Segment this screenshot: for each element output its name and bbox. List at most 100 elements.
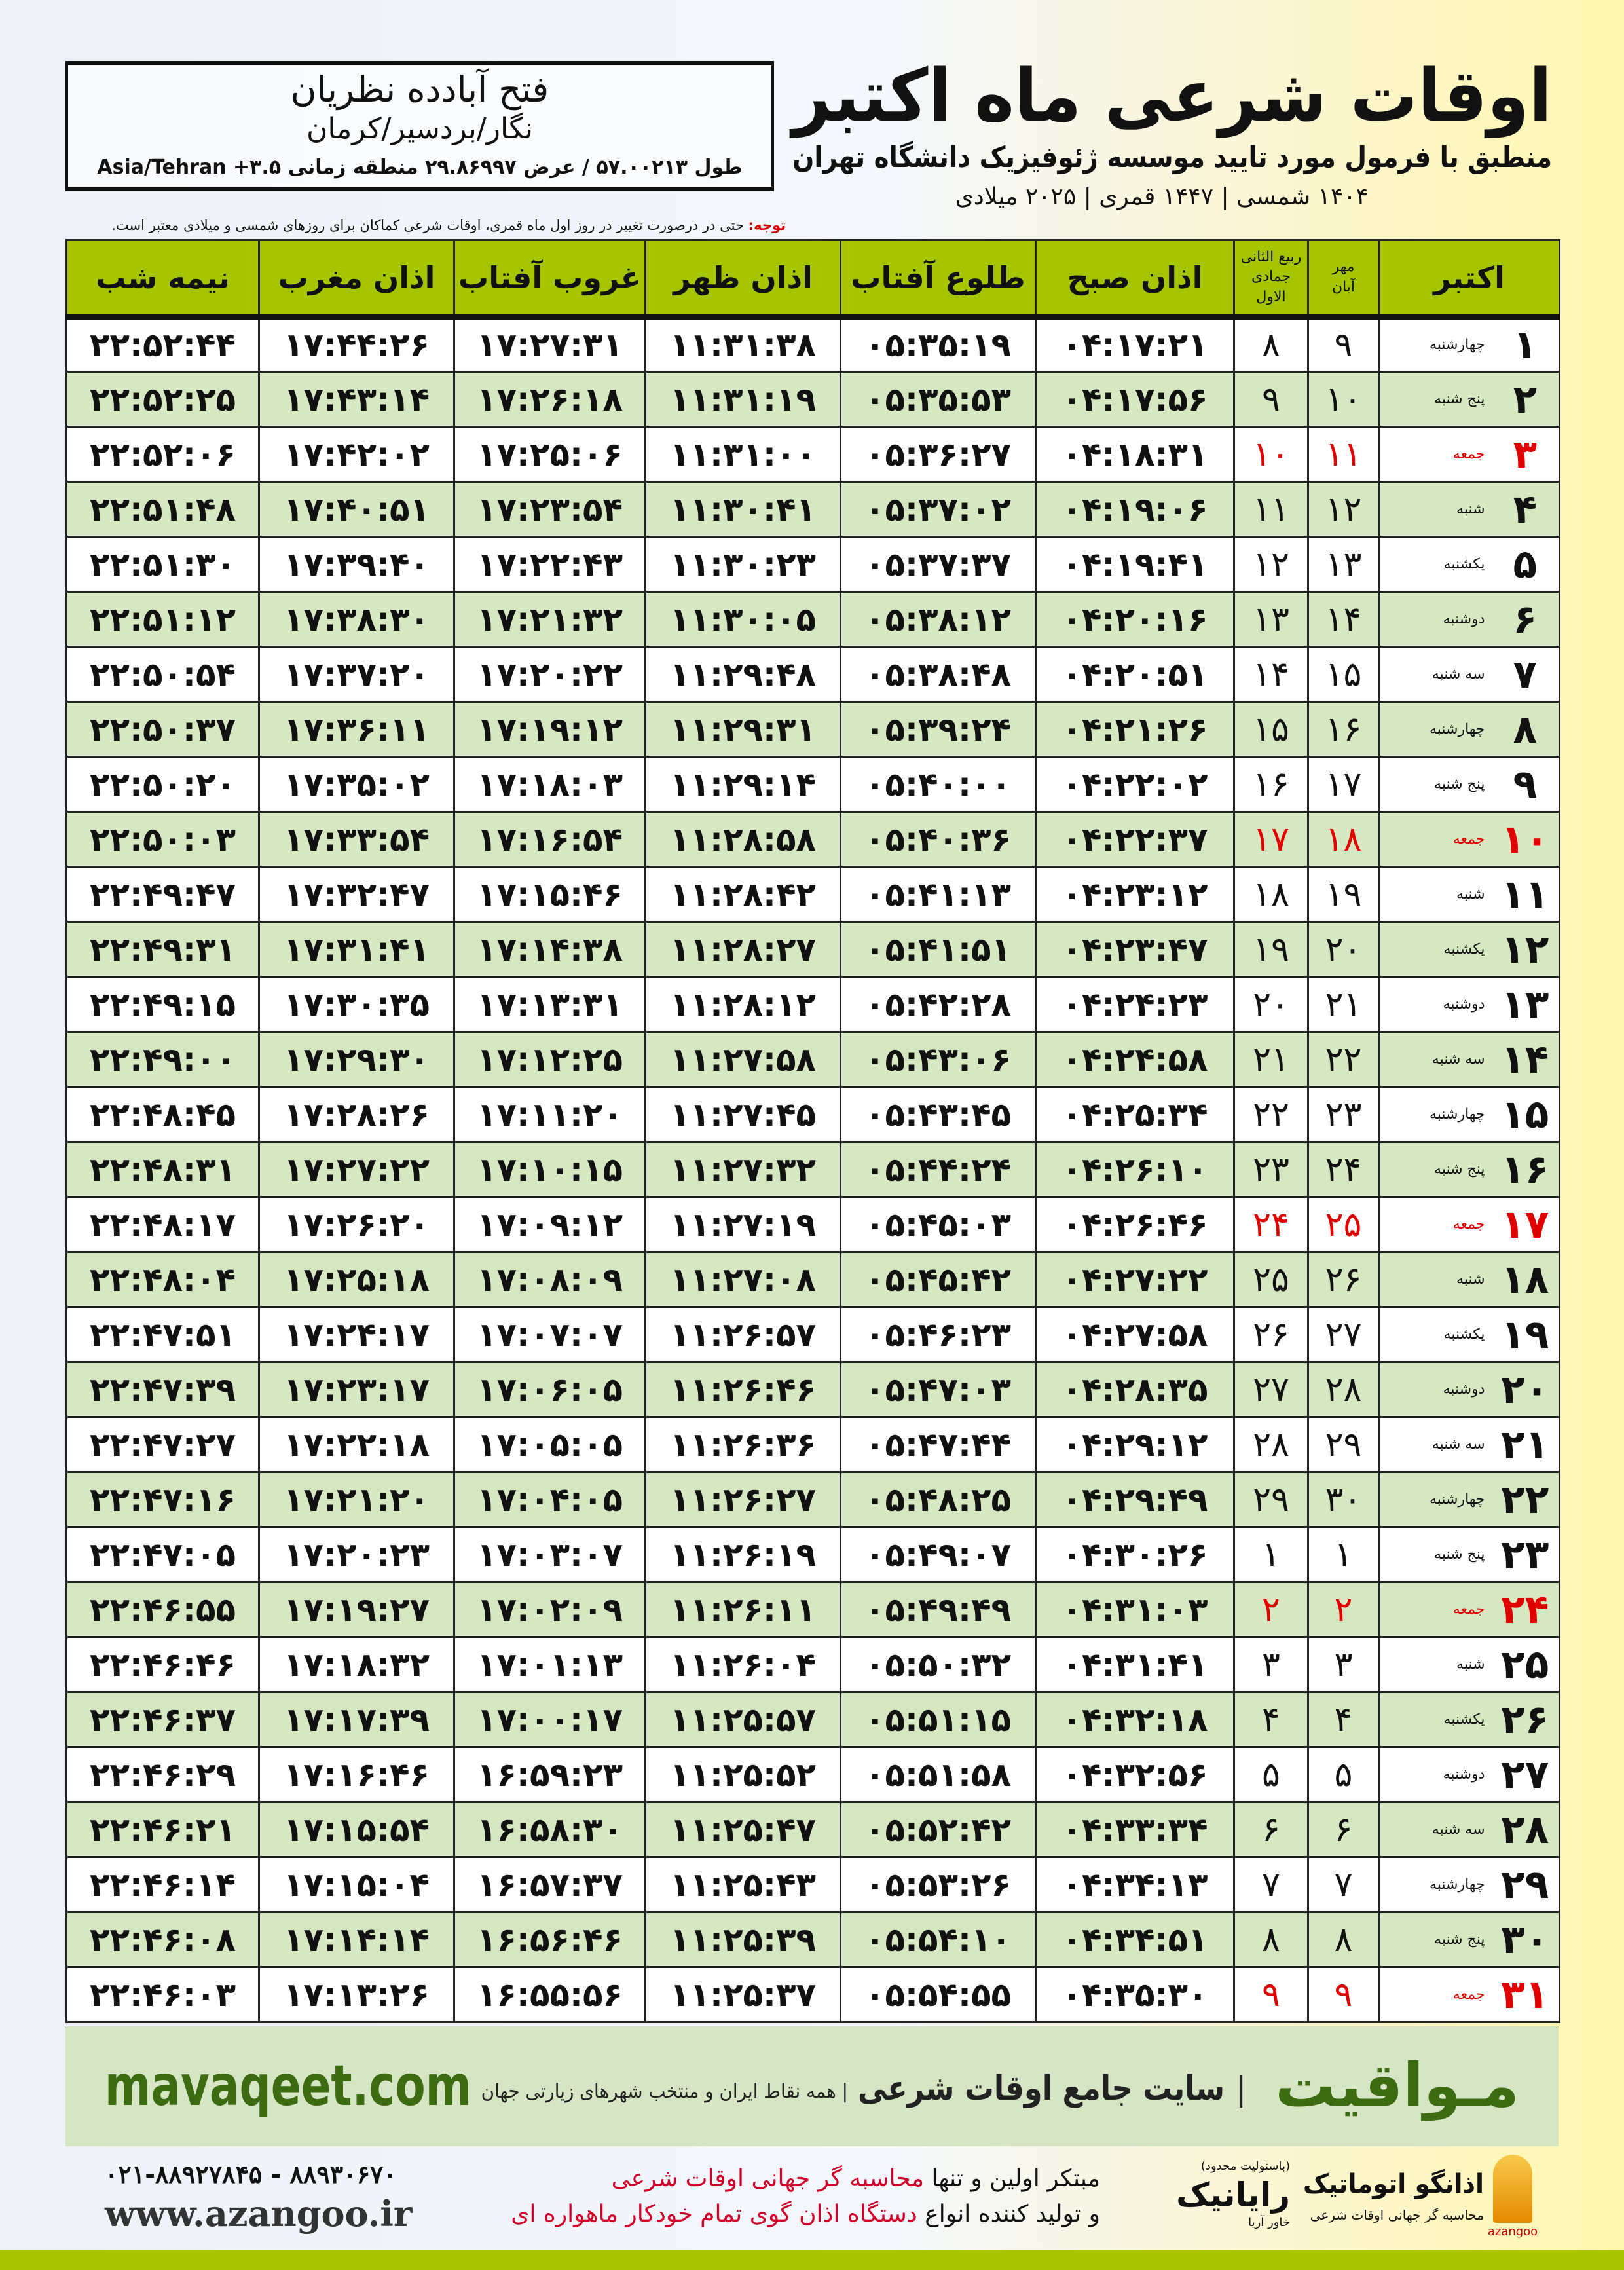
cell-weekday: چهارشنبه [1377,1856,1492,1913]
cell-persian: ۹ [1307,1966,1380,2023]
cell-maghrib: ۱۷:۳۳:۵۴ [258,811,455,868]
cell-dhuhr: ۱۱:۲۸:۲۷ [644,921,841,978]
cell-weekday: دوشنبه [1377,591,1492,648]
cell-maghrib: ۱۷:۲۹:۳۰ [258,1031,455,1088]
cell-sunrise: ۰۵:۵۴:۱۰ [840,1911,1037,1968]
cell-persian: ۷ [1307,1856,1380,1913]
cell-weekday: دوشنبه [1377,976,1492,1033]
cell-maghrib: ۱۷:۲۱:۲۰ [258,1471,455,1528]
cell-sunset: ۱۶:۵۵:۵۶ [453,1966,646,2023]
table-header: اکتبر مهر آبان ربیع الثانی جمادی الاول اذا… [65,239,1561,320]
footer: اذانگو اتوماتیک محاسبه گر جهانی اوقات شر… [65,2155,1559,2240]
cell-dhuhr: ۱۱:۲۷:۳۲ [644,1141,841,1198]
cell-day: ۲۶ [1491,1691,1561,1748]
prayer-times-table: اکتبر مهر آبان ربیع الثانی جمادی الاول اذا… [65,239,1561,2023]
cell-midnight: ۲۲:۵۰:۲۰ [65,756,260,813]
cell-sunrise: ۰۵:۴۷:۴۴ [840,1416,1037,1473]
cell-sunrise: ۰۵:۴۳:۴۵ [840,1086,1037,1143]
cell-maghrib: ۱۷:۲۸:۲۶ [258,1086,455,1143]
cell-fajr: ۰۴:۳۵:۳۰ [1035,1966,1235,2023]
cell-fajr: ۰۴:۲۶:۴۶ [1035,1196,1235,1253]
cell-fajr: ۰۴:۲۰:۱۶ [1035,591,1235,648]
cell-day: ۲۹ [1491,1856,1561,1913]
cell-dhuhr: ۱۱:۲۹:۴۸ [644,646,841,703]
cell-sunset: ۱۶:۵۹:۲۳ [453,1746,646,1803]
logo2-note: (باسئولیت محدود) [1200,2159,1290,2173]
cell-hijri: ۴ [1233,1691,1309,1748]
cell-sunrise: ۰۵:۳۶:۲۷ [840,426,1037,483]
cell-dhuhr: ۱۱:۲۶:۲۷ [644,1471,841,1528]
table-row: ۲۱ سه شنبه ۲۹ ۲۸ ۰۴:۲۹:۱۲ ۰۵:۴۷:۴۴ ۱۱:۲۶:۳۶ ۱۷:… [65,1416,1561,1473]
table-row: ۳۱ جمعه ۹ ۹ ۰۴:۳۵:۳۰ ۰۵:۵۴:۵۵ ۱۱:۲۵:۳۷ ۱۶:۵۵:۵۶… [65,1966,1561,2023]
cell-hijri: ۶ [1233,1801,1309,1858]
cell-fajr: ۰۴:۳۱:۴۱ [1035,1636,1235,1693]
cell-fajr: ۰۴:۲۹:۱۲ [1035,1416,1235,1473]
cell-midnight: ۲۲:۴۶:۴۶ [65,1636,260,1693]
cell-sunset: ۱۷:۰۷:۰۷ [453,1306,646,1363]
cell-sunrise: ۰۵:۳۸:۴۸ [840,646,1037,703]
table-row: ۶ دوشنبه ۱۴ ۱۳ ۰۴:۲۰:۱۶ ۰۵:۳۸:۱۲ ۱۱:۳۰:۰۵ ۱۷:۲۱… [65,591,1561,648]
cell-midnight: ۲۲:۴۷:۲۷ [65,1416,260,1473]
cell-persian: ۵ [1307,1746,1380,1803]
cell-day: ۲۸ [1491,1801,1561,1858]
cell-sunset: ۱۷:۲۷:۳۱ [453,316,646,373]
cell-weekday: سه شنبه [1377,1031,1492,1088]
cell-maghrib: ۱۷:۴۰:۵۱ [258,481,455,538]
cell-weekday: چهارشنبه [1377,1086,1492,1143]
cell-day: ۱۱ [1491,866,1561,923]
cell-maghrib: ۱۷:۳۹:۴۰ [258,536,455,593]
cell-sunrise: ۰۵:۵۰:۳۲ [840,1636,1037,1693]
cell-weekday: یکشنبه [1377,536,1492,593]
cell-dhuhr: ۱۱:۳۰:۰۵ [644,591,841,648]
cell-day: ۱ [1491,316,1561,373]
cell-sunset: ۱۷:۱۶:۵۴ [453,811,646,868]
cell-maghrib: ۱۷:۱۵:۰۴ [258,1856,455,1913]
cell-persian: ۳۰ [1307,1471,1380,1528]
cell-midnight: ۲۲:۴۶:۱۴ [65,1856,260,1913]
header-jumada: جمادی الاول [1251,269,1291,306]
website-link[interactable]: www.azangoo.ir [105,2193,413,2235]
banner-slogan: سایت جامع اوقات شرعی [858,2069,1225,2108]
mavaqeet-link[interactable]: mavaqeet.com [105,2053,472,2119]
cell-midnight: ۲۲:۴۹:۱۵ [65,976,260,1033]
cell-dhuhr: ۱۱:۲۷:۱۹ [644,1196,841,1253]
cell-midnight: ۲۲:۴۸:۱۷ [65,1196,260,1253]
cell-hijri: ۱۰ [1233,426,1309,483]
cell-sunrise: ۰۵:۳۷:۳۷ [840,536,1037,593]
cell-maghrib: ۱۷:۴۳:۱۴ [258,371,455,428]
cell-sunset: ۱۷:۲۳:۵۴ [453,481,646,538]
table-row: ۳ جمعه ۱۱ ۱۰ ۰۴:۱۸:۳۱ ۰۵:۳۶:۲۷ ۱۱:۳۱:۰۰ ۱۷:۲۵:۰… [65,426,1561,483]
table-row: ۱۴ سه شنبه ۲۲ ۲۱ ۰۴:۲۴:۵۸ ۰۵:۴۳:۰۶ ۱۱:۲۷:۵۸ ۱۷:… [65,1031,1561,1088]
cell-hijri: ۱۹ [1233,921,1309,978]
cell-day: ۱۲ [1491,921,1561,978]
cell-midnight: ۲۲:۵۲:۴۴ [65,316,260,373]
cell-sunrise: ۰۵:۵۴:۵۵ [840,1966,1037,2023]
cell-sunset: ۱۷:۱۹:۱۲ [453,701,646,758]
cell-persian: ۲۱ [1307,976,1380,1033]
cell-weekday: پنج شنبه [1377,371,1492,428]
cell-weekday: پنج شنبه [1377,1911,1492,1968]
cell-fajr: ۰۴:۱۸:۳۱ [1035,426,1235,483]
cell-maghrib: ۱۷:۱۴:۱۴ [258,1911,455,1968]
table-row: ۲ پنج شنبه ۱۰ ۹ ۰۴:۱۷:۵۶ ۰۵:۳۵:۵۳ ۱۱:۳۱:۱۹ ۱۷:۲… [65,371,1561,428]
cell-weekday: چهارشنبه [1377,701,1492,758]
table-row: ۱۱ شنبه ۱۹ ۱۸ ۰۴:۲۳:۱۲ ۰۵:۴۱:۱۳ ۱۱:۲۸:۴۲ ۱۷:۱۵:… [65,866,1561,923]
cell-persian: ۱۸ [1307,811,1380,868]
cell-midnight: ۲۲:۴۷:۵۱ [65,1306,260,1363]
cell-hijri: ۱۴ [1233,646,1309,703]
header-sunrise: طلوع آفتاب [840,239,1037,320]
table-row: ۲۲ چهارشنبه ۳۰ ۲۹ ۰۴:۲۹:۴۹ ۰۵:۴۸:۲۵ ۱۱:۲۶:۲۷ ۱۷… [65,1471,1561,1528]
cell-fajr: ۰۴:۳۳:۳۴ [1035,1801,1235,1858]
table-row: ۲۵ شنبه ۳ ۳ ۰۴:۳۱:۴۱ ۰۵:۵۰:۳۲ ۱۱:۲۶:۰۴ ۱۷:۰۱:۱۳… [65,1636,1561,1693]
cell-sunset: ۱۷:۱۴:۳۸ [453,921,646,978]
cell-day: ۲ [1491,371,1561,428]
table-row: ۱۰ جمعه ۱۸ ۱۷ ۰۴:۲۲:۳۷ ۰۵:۴۰:۳۶ ۱۱:۲۸:۵۸ ۱۷:۱۶:… [65,811,1561,868]
cell-sunrise: ۰۵:۴۴:۲۴ [840,1141,1037,1198]
cell-weekday: شنبه [1377,1251,1492,1308]
cell-weekday: یکشنبه [1377,1691,1492,1748]
cell-sunrise: ۰۵:۴۹:۴۹ [840,1581,1037,1638]
header-month: اکتبر [1377,239,1561,320]
cell-sunset: ۱۷:۲۵:۰۶ [453,426,646,483]
promo-line2-highlight: دستگاه اذان گوی تمام خودکار ماهواره ای [511,2201,917,2227]
cell-sunset: ۱۷:۰۸:۰۹ [453,1251,646,1308]
